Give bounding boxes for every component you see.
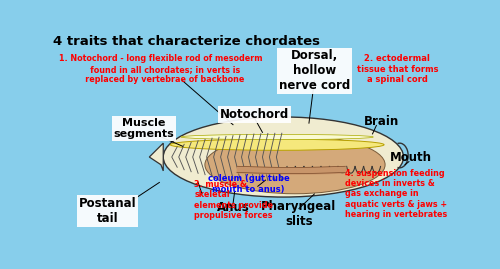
Ellipse shape bbox=[181, 134, 374, 140]
Ellipse shape bbox=[205, 136, 385, 194]
Text: Muscle
segments: Muscle segments bbox=[114, 118, 174, 139]
Text: Pharyngeal
slits: Pharyngeal slits bbox=[261, 200, 336, 228]
Ellipse shape bbox=[170, 139, 384, 150]
Ellipse shape bbox=[163, 117, 404, 197]
Text: Brain: Brain bbox=[364, 115, 400, 128]
Text: 4 traits that characterize chordates: 4 traits that characterize chordates bbox=[53, 35, 320, 48]
Text: Anus: Anus bbox=[216, 201, 250, 214]
Polygon shape bbox=[150, 143, 163, 171]
Text: Postanal
tail: Postanal tail bbox=[78, 197, 136, 225]
Text: 2. ectodermal
tissue that forms
a spinal cord: 2. ectodermal tissue that forms a spinal… bbox=[356, 54, 438, 84]
Text: Mouth: Mouth bbox=[390, 151, 432, 164]
Text: 3. muscle &
skeletal
elements provide
propulsive forces: 3. muscle & skeletal elements provide pr… bbox=[194, 180, 273, 220]
Text: coleum (gut tube
mouth to anus): coleum (gut tube mouth to anus) bbox=[208, 174, 290, 194]
Text: Notochord: Notochord bbox=[220, 108, 290, 121]
Text: 4. suspension feeding
devices in inverts &
gas exchange in
aquatic verts & jaws : 4. suspension feeding devices in inverts… bbox=[346, 169, 448, 219]
Text: 1. Notochord - long flexible rod of mesoderm
   found in all chordates; in verts: 1. Notochord - long flexible rod of meso… bbox=[59, 54, 262, 84]
Text: Dorsal,
hollow
nerve cord: Dorsal, hollow nerve cord bbox=[279, 49, 350, 92]
